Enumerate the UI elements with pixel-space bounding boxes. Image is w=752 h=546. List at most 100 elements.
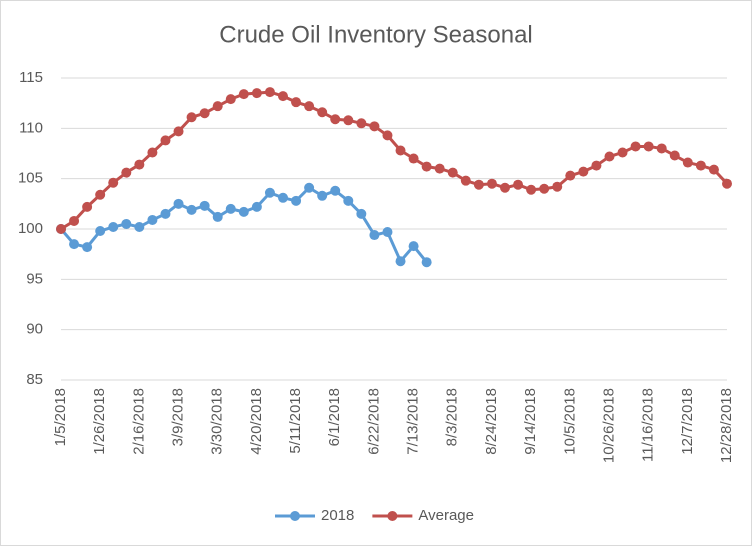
point xyxy=(500,182,510,193)
point xyxy=(251,201,262,212)
point xyxy=(186,112,197,123)
point xyxy=(173,126,184,137)
point xyxy=(317,190,328,201)
x-tick-label: 3/30/2018 xyxy=(209,388,226,455)
point xyxy=(160,208,171,219)
point xyxy=(108,177,119,188)
y-tick-label: 95 xyxy=(26,270,43,287)
point xyxy=(722,178,732,189)
y-tick-label: 85 xyxy=(26,371,43,388)
x-tick-label: 2/16/2018 xyxy=(130,388,147,455)
point xyxy=(160,135,171,146)
point xyxy=(82,242,93,253)
point xyxy=(317,107,328,118)
point xyxy=(95,226,106,237)
point xyxy=(69,215,80,226)
point xyxy=(147,147,158,158)
point xyxy=(95,189,106,200)
point xyxy=(238,206,249,217)
point xyxy=(356,208,367,219)
legend-label: 2018 xyxy=(321,507,354,524)
point xyxy=(395,145,406,156)
point xyxy=(212,211,223,222)
point xyxy=(539,183,550,194)
point xyxy=(238,89,249,100)
point xyxy=(630,141,641,152)
point xyxy=(382,227,393,238)
y-tick-label: 105 xyxy=(18,170,43,187)
point xyxy=(421,257,432,268)
legend-marker xyxy=(387,511,398,521)
point xyxy=(643,141,654,152)
point xyxy=(121,218,132,229)
point xyxy=(330,185,341,196)
point xyxy=(578,166,589,177)
point xyxy=(225,94,236,105)
point xyxy=(147,214,158,225)
y-tick-label: 110 xyxy=(19,119,43,136)
y-tick-label: 100 xyxy=(18,220,43,237)
point xyxy=(447,167,458,178)
point xyxy=(591,160,602,171)
y-tick-label: 90 xyxy=(26,321,43,338)
point xyxy=(56,224,66,234)
point xyxy=(486,178,497,189)
point xyxy=(304,182,315,193)
point xyxy=(656,143,667,154)
point xyxy=(395,256,406,267)
x-tick-label: 6/22/2018 xyxy=(365,388,382,455)
point xyxy=(186,204,197,215)
point xyxy=(382,130,393,141)
point xyxy=(212,101,223,112)
point xyxy=(121,167,132,178)
x-tick-label: 4/20/2018 xyxy=(248,388,265,455)
x-tick-label: 10/26/2018 xyxy=(600,388,617,463)
legend-label: Average xyxy=(418,507,474,524)
point xyxy=(69,239,80,250)
point xyxy=(278,192,288,203)
point xyxy=(604,151,615,162)
point xyxy=(617,147,628,158)
point xyxy=(421,161,432,172)
point xyxy=(695,160,706,171)
point xyxy=(513,179,524,190)
x-tick-label: 1/5/2018 xyxy=(52,388,69,446)
point xyxy=(264,87,275,98)
point xyxy=(408,241,419,252)
x-tick-label: 8/24/2018 xyxy=(483,388,500,455)
point xyxy=(82,201,93,212)
series-line xyxy=(60,90,729,231)
x-tick-label: 1/26/2018 xyxy=(91,388,108,455)
x-tick-label: 9/14/2018 xyxy=(522,388,539,455)
point xyxy=(682,157,693,168)
x-tick-label: 12/28/2018 xyxy=(718,388,735,463)
x-tick-label: 7/13/2018 xyxy=(405,388,422,455)
point xyxy=(134,221,145,232)
chart-title: Crude Oil Inventory Seasonal xyxy=(219,21,533,48)
x-tick-label: 6/1/2018 xyxy=(326,388,343,446)
x-tick-label: 12/7/2018 xyxy=(679,388,696,455)
point xyxy=(278,91,288,102)
point xyxy=(408,153,419,164)
x-tick-label: 10/5/2018 xyxy=(561,388,578,455)
point xyxy=(369,121,380,132)
x-tick-label: 11/16/2018 xyxy=(640,388,657,462)
point xyxy=(291,97,302,108)
point xyxy=(434,163,445,174)
y-tick-label: 115 xyxy=(19,69,43,86)
point xyxy=(669,150,680,161)
point xyxy=(225,203,236,214)
point xyxy=(330,114,341,125)
point xyxy=(552,181,563,192)
x-tick-label: 3/9/2018 xyxy=(169,388,186,446)
point xyxy=(565,170,576,181)
point xyxy=(356,118,367,129)
point xyxy=(460,175,471,186)
point xyxy=(369,230,380,241)
x-tick-label: 5/11/2018 xyxy=(287,388,304,454)
point xyxy=(264,187,275,198)
point xyxy=(291,195,302,206)
point xyxy=(134,159,145,170)
